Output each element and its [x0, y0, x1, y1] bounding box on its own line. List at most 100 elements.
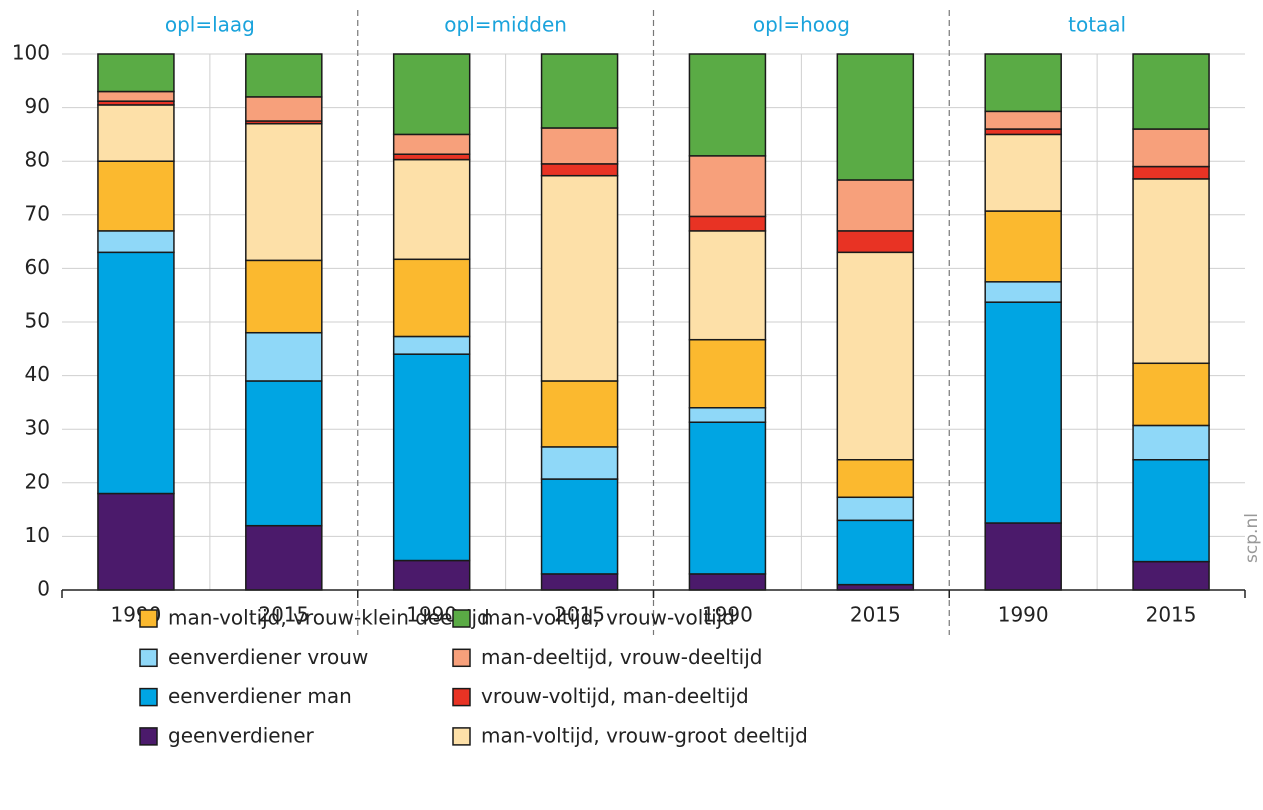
y-tick-label: 90 [25, 94, 50, 118]
bar-segment [836, 583, 915, 591]
bar-segment [688, 407, 767, 423]
legend-swatch [139, 648, 158, 668]
group-title: opl=hoog [753, 13, 850, 37]
bar-segment [836, 230, 915, 254]
bar-segment [1132, 128, 1210, 168]
bar-segment [392, 158, 471, 261]
x-tick-label: 2015 [850, 603, 901, 627]
bar-segment [984, 133, 1062, 212]
group-title: totaal [1068, 13, 1126, 37]
bar-segment [97, 251, 175, 495]
bar-segment [1132, 459, 1210, 563]
bar-segment [688, 155, 767, 218]
y-tick-label: 10 [25, 523, 50, 547]
x-tick-label: 2015 [1146, 603, 1197, 627]
bar-segment [984, 522, 1062, 591]
y-tick-label: 60 [25, 255, 50, 279]
y-tick-label: 80 [25, 148, 50, 172]
bar-segment [245, 259, 323, 334]
bar-segment [1132, 560, 1210, 591]
bar-segment [984, 281, 1062, 303]
bar-segment [984, 53, 1062, 113]
bar-segment [1132, 424, 1210, 461]
bar-segment [1132, 53, 1210, 130]
y-tick-label: 30 [25, 416, 50, 440]
bar-segment [836, 459, 915, 499]
bar-segment [688, 573, 767, 591]
bar-segment [97, 90, 175, 102]
source: scp.nl [1242, 513, 1262, 563]
legend-label: vrouw-voltijd, man-deeltijd [481, 684, 749, 708]
bar-segment [245, 380, 323, 527]
bar-segment [1132, 362, 1210, 427]
bar-segment [984, 110, 1062, 130]
bar-segment [392, 353, 471, 562]
legend-swatch [139, 727, 158, 746]
bar-segment [245, 524, 323, 591]
y-tick-label: 70 [25, 201, 50, 225]
bar-segment [984, 128, 1062, 136]
bar-segment [245, 53, 323, 98]
bar-segment [392, 559, 471, 591]
bar-segment [245, 331, 323, 382]
bar-segment [97, 53, 175, 93]
legend-label: man-voltijd, vrouw-klein deeltijd [168, 606, 490, 630]
legend-label: eenverdiener man [168, 684, 352, 708]
bar-segment [1132, 165, 1210, 180]
bar-segment [540, 127, 619, 165]
legend-swatch [452, 648, 471, 668]
bar-segment [392, 133, 471, 155]
bar-segment [540, 163, 619, 177]
bar-segment [97, 160, 175, 232]
bar-segment [688, 230, 767, 341]
x-tick-label: 2015 [258, 603, 309, 627]
bar-segment [97, 492, 175, 591]
group-title: opl=laag [165, 13, 255, 37]
bar-segment [392, 53, 471, 136]
x-tick-label: 1990 [998, 603, 1049, 627]
legend-label: geenverdiener [168, 723, 315, 747]
bar-segment [97, 230, 175, 254]
bar-segment [540, 380, 619, 448]
x-tick-label: 1990 [702, 603, 753, 627]
bar-segment [245, 96, 323, 122]
bar-segment [984, 301, 1062, 524]
x-tick-label: 1990 [406, 603, 457, 627]
legend-label: man-deeltijd, vrouw-deeltijd [481, 645, 762, 669]
bar-segment [688, 215, 767, 232]
bar-segment [836, 519, 915, 586]
y-tick-label: 50 [25, 309, 50, 333]
bar-segment [836, 496, 915, 522]
bar-segment [836, 251, 915, 461]
legend-swatch [139, 687, 158, 707]
legend-swatch [452, 609, 471, 628]
legend-swatch [139, 609, 158, 628]
y-tick-label: 0 [37, 577, 50, 601]
legend-label: eenverdiener vrouw [168, 645, 368, 669]
bar-segment [245, 122, 323, 262]
bar-segment [540, 478, 619, 575]
y-tick-label: 40 [25, 362, 50, 386]
y-tick-label: 20 [25, 469, 50, 493]
bar-segment [984, 210, 1062, 283]
bar-segment [540, 53, 619, 129]
legend-swatch [452, 687, 471, 707]
group-title: opl=midden [444, 13, 567, 37]
bar-segment [392, 153, 471, 161]
bar-segment [836, 179, 915, 232]
legend-swatch [452, 727, 471, 746]
bar-segment [540, 446, 619, 480]
bar-segment [688, 338, 767, 409]
bar-segment [1132, 178, 1210, 365]
legend-label: man-voltijd, vrouw-groot deeltijd [481, 723, 808, 747]
y-tick-label: 100 [12, 41, 50, 65]
bar-segment [392, 258, 471, 338]
bar-segment [540, 174, 619, 382]
bar-segment [836, 53, 915, 181]
legend-label: man-voltijd, vrouw-voltijd [481, 606, 735, 630]
bar-segment [688, 53, 767, 157]
bar-segment [688, 421, 767, 575]
bar-segment [97, 104, 175, 162]
x-tick-label: 2015 [554, 603, 605, 627]
